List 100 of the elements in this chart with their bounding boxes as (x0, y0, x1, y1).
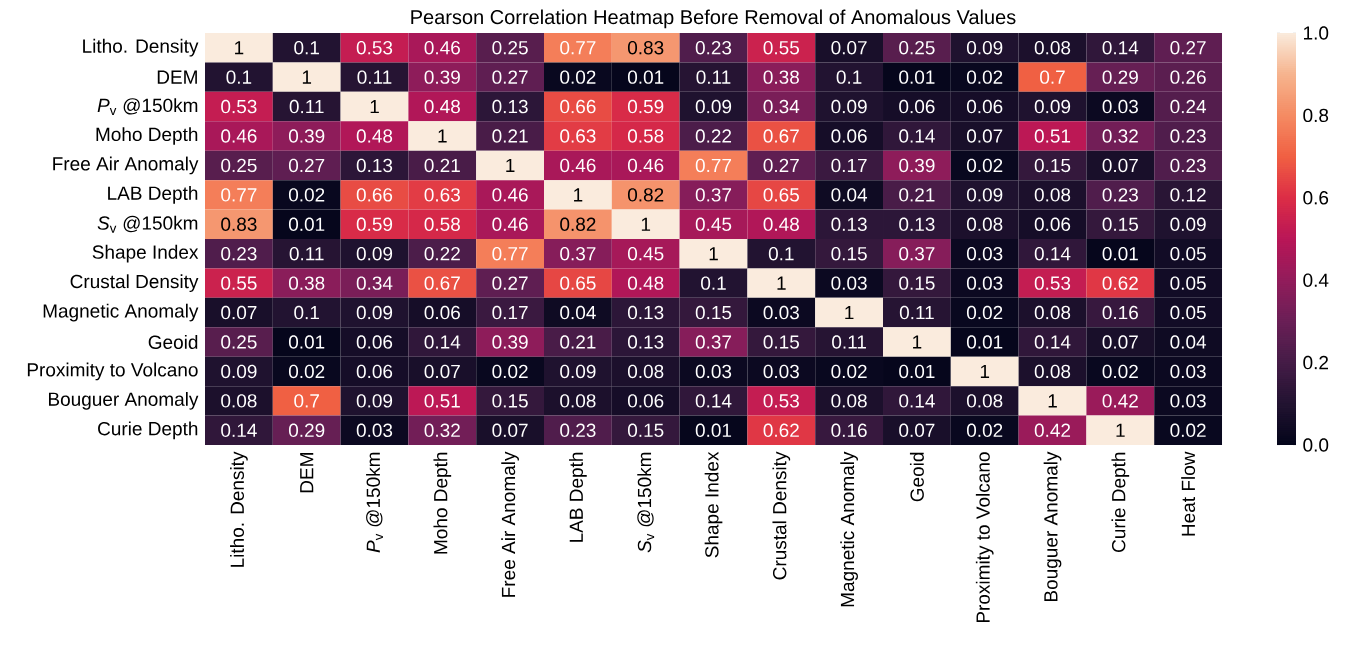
data-label: 0.11 (832, 335, 866, 349)
data-label: 0.82 (560, 217, 596, 232)
data-label: 0.13 (899, 217, 935, 232)
data-label: 0.37 (899, 246, 935, 261)
x-tick-label: Heat Flow (1181, 451, 1196, 536)
data-label: 0.15 (831, 246, 867, 261)
data-label: 0.04 (831, 188, 868, 202)
data-label: 0.24 (1170, 99, 1207, 114)
data-label: 0.53 (1034, 276, 1071, 290)
data-label: 0.21 (424, 158, 460, 173)
data-label: 0.62 (1102, 276, 1138, 290)
data-label: 0.48 (763, 217, 799, 232)
data-label: 0.27 (492, 70, 528, 84)
x-tick-label: Bouguer Anomaly (1043, 451, 1062, 602)
data-label: 0.48 (356, 129, 393, 143)
data-label: 0.22 (424, 246, 460, 261)
data-label: 0.25 (899, 40, 935, 55)
data-label: 0.08 (1034, 40, 1071, 55)
data-label: 0.07 (1102, 335, 1138, 349)
data-label: 0.45 (695, 217, 732, 232)
data-label: 0.67 (424, 276, 460, 290)
data-label: 0.46 (560, 158, 596, 173)
data-label: 0.07 (966, 129, 1003, 143)
data-label: 0.09 (560, 364, 596, 379)
y-tick-label: DEM (157, 70, 197, 84)
data-label: 0.23 (1102, 188, 1138, 202)
data-label: 0.01 (627, 70, 664, 84)
data-label: 1 (370, 100, 379, 114)
data-label: 0.03 (966, 246, 1003, 261)
data-label: 0.02 (560, 70, 596, 84)
data-label: 0.14 (221, 423, 257, 438)
x-tick-label: P$_{v}$ @150km (366, 452, 383, 553)
data-label: 0.27 (492, 276, 528, 290)
y-tick-label: LAB Depth (108, 186, 198, 204)
data-label: 0.25 (221, 158, 257, 173)
data-label: 0.08 (831, 394, 867, 408)
x-tick-label: Free Air Anomaly (501, 451, 519, 597)
y-tick-label: Free Air Anomaly (53, 156, 199, 175)
data-label: 0.15 (763, 335, 799, 349)
data-label: 0.17 (492, 305, 528, 320)
data-label: 0.14 (695, 394, 732, 408)
data-label: 0.15 (1102, 217, 1138, 232)
data-label: 0.34 (356, 276, 393, 290)
data-label: 0.09 (695, 99, 732, 114)
data-label: 0.01 (899, 70, 935, 84)
data-label: 0.32 (1102, 129, 1138, 143)
data-label: 0.06 (627, 394, 664, 408)
data-label: 0.46 (627, 158, 664, 173)
data-label: 0.55 (763, 40, 799, 55)
data-label: 0.29 (1102, 70, 1138, 84)
data-label: 0.82 (627, 188, 664, 202)
y-tick-label: Shape Index (92, 244, 199, 263)
data-label: 0.13 (627, 335, 664, 349)
x-tick-label: Magnetic Anomaly (840, 451, 858, 607)
data-label: 0.01 (288, 335, 325, 349)
y-tick-label: Litho. Density (83, 38, 199, 57)
data-label: 0.05 (1170, 276, 1206, 290)
data-label: 0.23 (695, 40, 732, 55)
data-label: 0.02 (966, 423, 1003, 438)
data-label: 0.7 (1040, 70, 1065, 84)
data-label: 0.02 (1170, 423, 1206, 438)
data-label: 0.09 (831, 99, 867, 114)
data-label: 0.09 (356, 246, 393, 261)
data-label: 0.04 (1170, 335, 1207, 349)
data-label: 0.13 (356, 158, 393, 173)
data-label: 0.01 (288, 217, 325, 232)
data-label: 0.39 (492, 335, 528, 349)
data-label: 0.1 (294, 40, 319, 55)
data-label: 0.65 (763, 188, 799, 202)
data-label: 0.1 (701, 276, 726, 290)
data-label: 0.15 (899, 276, 935, 290)
data-label: 0.51 (424, 394, 460, 408)
data-label: 0.02 (966, 70, 1003, 84)
data-label: 0.23 (221, 246, 257, 261)
data-label: 1 (506, 158, 515, 172)
data-label: 0.07 (424, 364, 460, 379)
data-label: 0.11 (357, 70, 392, 84)
data-label: 0.27 (1170, 40, 1206, 55)
data-label: 0.63 (560, 129, 596, 143)
data-label: 0.12 (1170, 188, 1206, 202)
data-label: 0.37 (560, 246, 596, 261)
color-bar-label: 0.2 (1303, 355, 1329, 370)
data-label: 0.1 (768, 246, 794, 261)
x-tick-label: Moho Depth (433, 452, 452, 554)
data-label: 0.03 (763, 364, 799, 379)
color-bar-label: 0.0 (1303, 438, 1329, 452)
data-label: 1 (1048, 394, 1057, 408)
data-label: 0.46 (492, 188, 528, 202)
data-label: 0.83 (627, 40, 664, 55)
data-label: 0.55 (221, 276, 257, 290)
data-label: 0.39 (288, 129, 325, 143)
data-label: 0.46 (492, 217, 528, 232)
data-label: 1 (913, 335, 922, 349)
data-label: 0.07 (492, 423, 528, 438)
data-label: 0.34 (763, 99, 800, 114)
data-label: 0.14 (1034, 246, 1071, 261)
data-label: 0.53 (356, 40, 393, 55)
data-label: 0.65 (560, 276, 596, 290)
data-label: 0.09 (356, 394, 393, 408)
data-label: 0.03 (966, 276, 1003, 290)
